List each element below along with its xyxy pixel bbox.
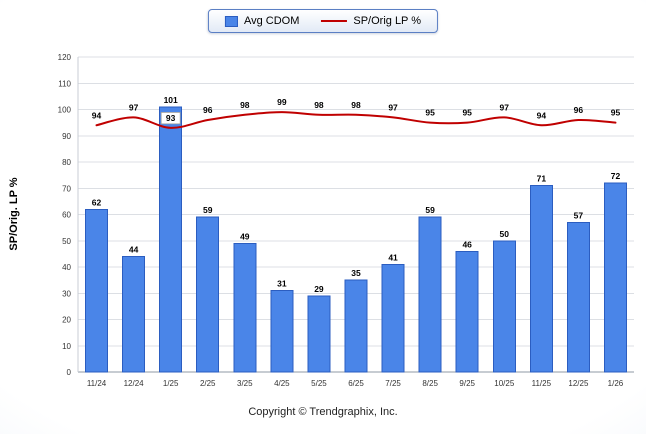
bar [566, 221, 590, 373]
x-tick-label: 3/25 [237, 379, 253, 388]
y-tick-label: 0 [67, 368, 72, 377]
line-value-label: 94 [92, 110, 102, 120]
x-tick-label: 9/25 [459, 379, 475, 388]
y-tick-label: 110 [58, 79, 71, 88]
y-tick-label: 20 [62, 316, 71, 325]
line-series [95, 111, 617, 129]
bar-value-label: 71 [537, 174, 547, 184]
bar-value-label: 59 [425, 205, 435, 215]
bar [418, 216, 442, 373]
bar [122, 256, 146, 373]
line-value-label-box [160, 112, 181, 125]
y-tick-label: 50 [62, 237, 71, 246]
x-tick-label: 1/25 [163, 379, 179, 388]
bar-value-label: 44 [129, 245, 139, 255]
y-tick-label: 70 [62, 184, 71, 193]
bar-legend-swatch-icon [224, 15, 238, 27]
line-value-label: 97 [500, 102, 510, 112]
line-value-label: 93 [166, 113, 176, 123]
bar-value-label: 35 [351, 268, 361, 278]
bar-value-label: 29 [314, 284, 324, 294]
y-tick-label: 60 [62, 211, 71, 220]
bar-value-label: 49 [240, 231, 250, 241]
y-tick-label: 40 [62, 263, 71, 272]
x-tick-label: 6/25 [348, 379, 364, 388]
x-tick-label: 8/25 [422, 379, 438, 388]
bar-value-label: 57 [574, 210, 584, 220]
x-tick-label: 5/25 [311, 379, 327, 388]
bar-value-label: 72 [611, 171, 621, 181]
legend-item-avg-cdom: Avg CDOM [224, 15, 300, 27]
x-tick-label: 11/24 [87, 379, 107, 388]
chart-legend: Avg CDOM SP/Orig LP % [207, 9, 439, 33]
line-value-label: 97 [388, 102, 398, 112]
bar [196, 216, 220, 373]
bar-value-label: 62 [92, 197, 102, 207]
x-tick-label: 12/24 [124, 379, 145, 388]
line-value-label: 98 [240, 100, 250, 110]
line-value-label: 95 [611, 108, 621, 118]
bar [159, 106, 183, 373]
bar [344, 279, 368, 373]
bar [233, 242, 257, 373]
y-tick-label: 80 [62, 158, 71, 167]
y-tick-label: 120 [58, 53, 72, 62]
x-tick-label: 1/26 [608, 379, 624, 388]
line-value-label: 95 [462, 108, 472, 118]
y-tick-label: 100 [58, 106, 72, 115]
bar [529, 185, 553, 373]
line-value-label: 96 [574, 105, 584, 115]
bar-value-label: 101 [164, 95, 178, 105]
y-tick-label: 90 [62, 132, 71, 141]
bar [455, 250, 479, 373]
line-value-label: 98 [314, 100, 324, 110]
x-tick-label: 2/25 [200, 379, 216, 388]
legend-label-sp-orig-lp: SP/Orig LP % [353, 15, 422, 27]
y-tick-label: 30 [62, 289, 71, 298]
bar [381, 263, 405, 373]
bar-value-label: 50 [500, 229, 510, 239]
bar-value-label: 46 [462, 239, 472, 249]
x-tick-label: 11/25 [532, 379, 552, 388]
x-tick-label: 4/25 [274, 379, 290, 388]
line-value-label: 94 [537, 110, 547, 120]
bar-value-label: 31 [277, 279, 287, 289]
line-value-label: 97 [129, 102, 139, 112]
bar [270, 290, 294, 373]
bar-value-label: 41 [388, 252, 398, 262]
bar [603, 182, 627, 373]
bar-value-label: 59 [203, 205, 213, 215]
y-tick-label: 10 [62, 342, 71, 351]
bar [307, 295, 331, 373]
x-tick-label: 7/25 [385, 379, 401, 388]
line-value-label: 98 [351, 100, 361, 110]
line-value-label: 96 [203, 105, 213, 115]
bar [492, 240, 516, 373]
line-value-label: 95 [425, 108, 435, 118]
legend-label-avg-cdom: Avg CDOM [243, 15, 300, 27]
x-tick-label: 10/25 [494, 379, 515, 388]
x-tick-label: 12/25 [568, 379, 589, 388]
line-value-label: 99 [277, 97, 287, 107]
line-legend-swatch-icon [321, 20, 348, 22]
legend-item-sp-orig-lp: SP/Orig LP % [321, 15, 421, 27]
y-axis-title: SP/Orig. LP % [8, 177, 20, 251]
bar [85, 208, 109, 373]
copyright-text: Copyright © Trendgraphix, Inc. [248, 406, 398, 418]
